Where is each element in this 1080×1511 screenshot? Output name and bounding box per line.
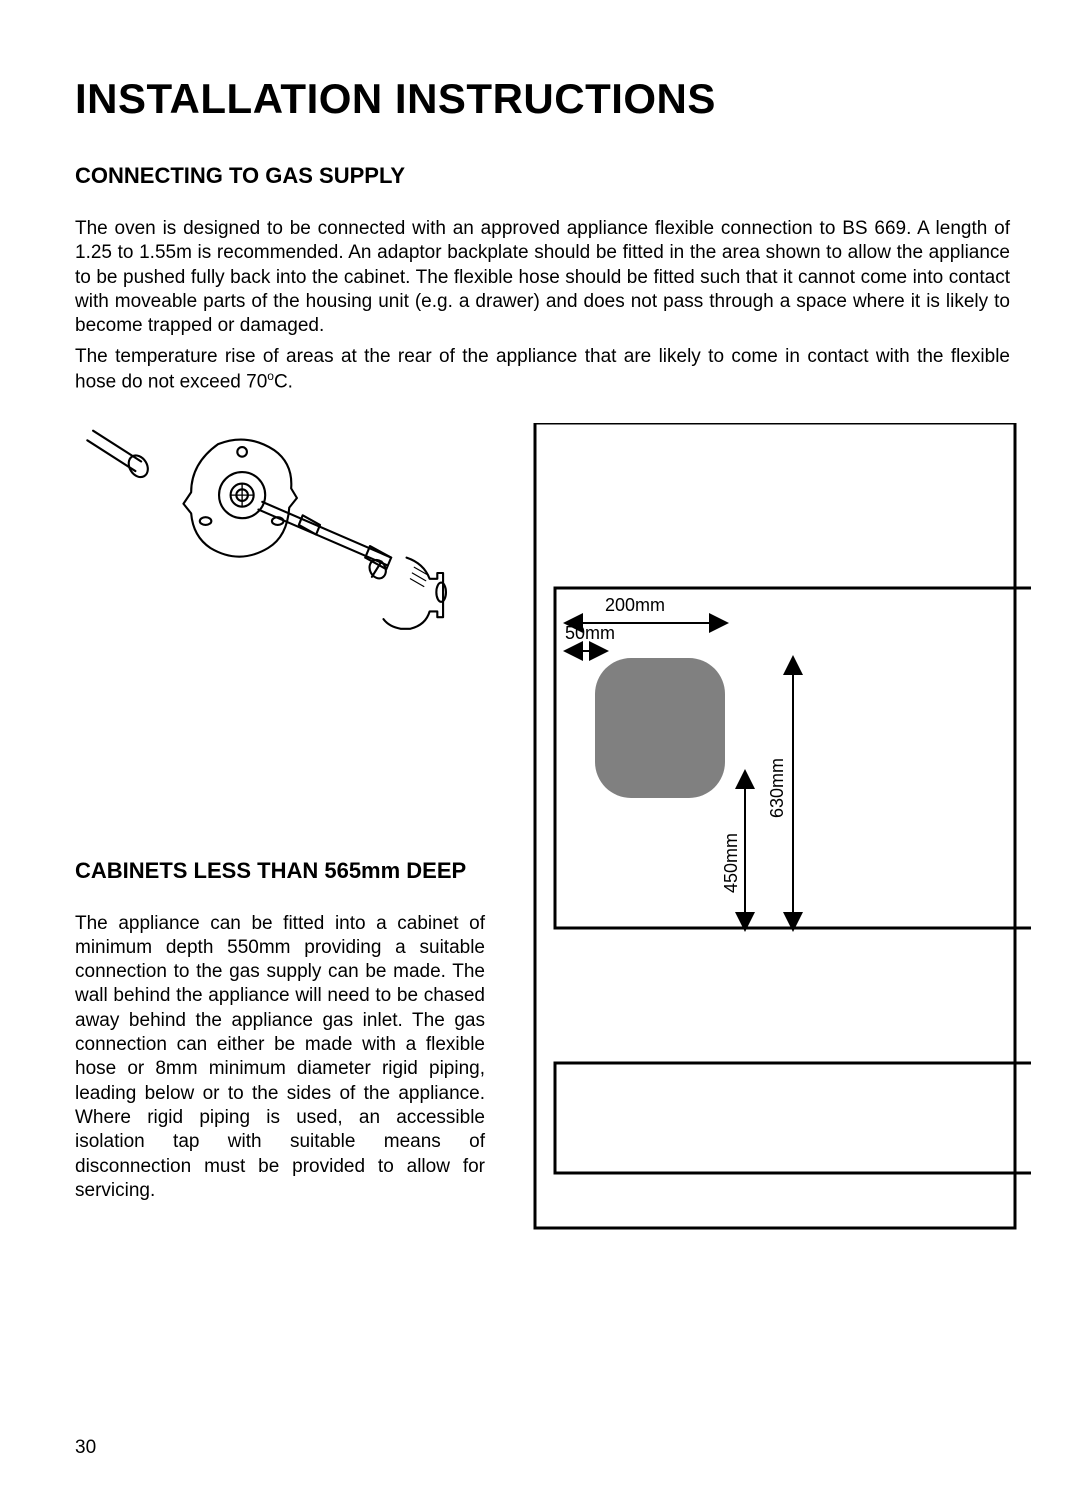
para1b-pre: The temperature rise of areas at the rea… <box>75 346 1010 393</box>
section2-para: The appliance can be fitted into a cabin… <box>75 912 485 1204</box>
section1-heading: CONNECTING TO GAS SUPPLY <box>75 163 1010 189</box>
section1-para2: The temperature rise of areas at the rea… <box>75 345 1010 395</box>
right-column: 200mm 50mm 450mm 630mm <box>515 423 1035 1248</box>
page-title: INSTALLATION INSTRUCTIONS <box>75 75 1010 123</box>
cabinet-diagram-icon: 200mm 50mm 450mm 630mm <box>515 423 1035 1243</box>
section1-para1: The oven is designed to be connected wit… <box>75 217 1010 339</box>
para1b-post: C. <box>274 371 293 392</box>
dim-50mm-label: 50mm <box>565 623 615 643</box>
two-column-layout: CABINETS LESS THAN 565mm DEEP The applia… <box>75 423 1010 1248</box>
dim-630mm-label: 630mm <box>767 757 787 817</box>
dim-450mm-label: 450mm <box>721 832 741 892</box>
degree-superscript: o <box>267 369 274 383</box>
dim-200mm-label: 200mm <box>605 595 665 615</box>
left-column: CABINETS LESS THAN 565mm DEEP The applia… <box>75 423 485 1248</box>
page-content: INSTALLATION INSTRUCTIONS CONNECTING TO … <box>75 75 1010 1451</box>
section2-heading: CABINETS LESS THAN 565mm DEEP <box>75 858 485 884</box>
gas-fitting-icon <box>75 423 515 673</box>
page-number: 30 <box>75 1437 96 1459</box>
